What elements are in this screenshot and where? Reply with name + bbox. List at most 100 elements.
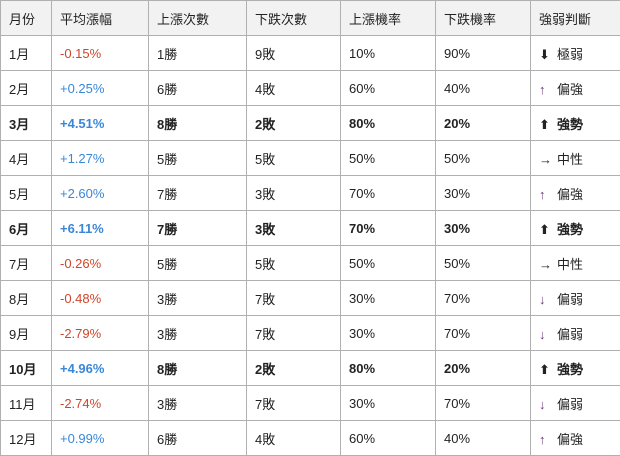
down-rate-cell: 50% bbox=[436, 141, 531, 176]
up-rate-cell: 70% bbox=[341, 176, 436, 211]
trend-arrow-icon: ↑ bbox=[539, 82, 553, 97]
up-rate-cell: 10% bbox=[341, 36, 436, 71]
down-count-cell: 3敗 bbox=[247, 176, 341, 211]
judgement-cell: ↑偏強 bbox=[531, 176, 620, 211]
judgement-cell: ⬆強勢 bbox=[531, 211, 620, 246]
column-header: 強弱判斷 bbox=[531, 1, 620, 36]
down-count-cell: 9敗 bbox=[247, 36, 341, 71]
down-rate-cell: 30% bbox=[436, 176, 531, 211]
down-rate-cell: 70% bbox=[436, 386, 531, 421]
up-count-cell: 6勝 bbox=[149, 421, 247, 456]
down-rate-cell: 70% bbox=[436, 281, 531, 316]
up-rate-cell: 80% bbox=[341, 351, 436, 386]
judgement-cell: ↓偏弱 bbox=[531, 281, 620, 316]
up-count-cell: 5勝 bbox=[149, 246, 247, 281]
judgement-label: 中性 bbox=[557, 152, 583, 167]
judgement-label: 強勢 bbox=[557, 222, 583, 237]
up-rate-cell: 60% bbox=[341, 71, 436, 106]
up-count-cell: 8勝 bbox=[149, 351, 247, 386]
down-rate-cell: 30% bbox=[436, 211, 531, 246]
judgement-cell: ⬇ 極弱 bbox=[531, 36, 620, 71]
month-cell: 2月 bbox=[1, 71, 52, 106]
column-header: 月份 bbox=[1, 1, 52, 36]
down-count-cell: 4敗 bbox=[247, 421, 341, 456]
avg-change-cell: -0.48% bbox=[52, 281, 149, 316]
up-count-cell: 6勝 bbox=[149, 71, 247, 106]
down-rate-cell: 40% bbox=[436, 71, 531, 106]
down-rate-cell: 50% bbox=[436, 246, 531, 281]
column-header: 平均漲幅 bbox=[52, 1, 149, 36]
down-rate-cell: 20% bbox=[436, 351, 531, 386]
up-count-cell: 3勝 bbox=[149, 316, 247, 351]
trend-arrow-icon: → bbox=[539, 257, 553, 272]
judgement-label: 強勢 bbox=[557, 362, 583, 377]
avg-change-cell: -2.79% bbox=[52, 316, 149, 351]
column-header: 上漲機率 bbox=[341, 1, 436, 36]
up-rate-cell: 80% bbox=[341, 106, 436, 141]
up-rate-cell: 60% bbox=[341, 421, 436, 456]
trend-arrow-icon: ↑ bbox=[539, 432, 553, 447]
judgement-cell: ↑偏強 bbox=[531, 71, 620, 106]
up-rate-cell: 50% bbox=[341, 246, 436, 281]
up-count-cell: 7勝 bbox=[149, 211, 247, 246]
judgement-label: 偏強 bbox=[557, 432, 583, 447]
judgement-label: 偏強 bbox=[557, 187, 583, 202]
trend-arrow-icon: ↓ bbox=[539, 292, 553, 307]
trend-arrow-icon: ⬇ bbox=[539, 47, 553, 63]
up-rate-cell: 30% bbox=[341, 316, 436, 351]
up-rate-cell: 70% bbox=[341, 211, 436, 246]
up-count-cell: 3勝 bbox=[149, 386, 247, 421]
down-count-cell: 3敗 bbox=[247, 211, 341, 246]
month-cell: 5月 bbox=[1, 176, 52, 211]
avg-change-cell: +4.96% bbox=[52, 351, 149, 386]
down-rate-cell: 40% bbox=[436, 421, 531, 456]
judgement-cell: → 中性 bbox=[531, 246, 620, 281]
up-count-cell: 1勝 bbox=[149, 36, 247, 71]
month-cell: 6月 bbox=[1, 211, 52, 246]
judgement-cell: ⬆強勢 bbox=[531, 106, 620, 141]
judgement-label: 中性 bbox=[557, 257, 583, 272]
month-cell: 11月 bbox=[1, 386, 52, 421]
down-rate-cell: 90% bbox=[436, 36, 531, 71]
trend-arrow-icon: ⬆ bbox=[539, 362, 553, 378]
avg-change-cell: +6.11% bbox=[52, 211, 149, 246]
month-cell: 10月 bbox=[1, 351, 52, 386]
down-count-cell: 7敗 bbox=[247, 316, 341, 351]
header-row: 月份平均漲幅上漲次數下跌次數上漲機率下跌機率強弱判斷 bbox=[1, 1, 620, 36]
judgement-cell: →中性 bbox=[531, 141, 620, 176]
month-cell: 3月 bbox=[1, 106, 52, 141]
trend-arrow-icon: ↓ bbox=[539, 397, 553, 412]
judgement-label: 偏弱 bbox=[557, 397, 583, 412]
avg-change-cell: +0.25% bbox=[52, 71, 149, 106]
up-count-cell: 8勝 bbox=[149, 106, 247, 141]
column-header: 下跌次數 bbox=[247, 1, 341, 36]
judgement-label: 極弱 bbox=[557, 47, 583, 62]
down-count-cell: 2敗 bbox=[247, 351, 341, 386]
down-count-cell: 7敗 bbox=[247, 281, 341, 316]
down-count-cell: 5敗 bbox=[247, 246, 341, 281]
avg-change-cell: -0.26% bbox=[52, 246, 149, 281]
month-cell: 1月 bbox=[1, 36, 52, 71]
down-count-cell: 7敗 bbox=[247, 386, 341, 421]
down-rate-cell: 20% bbox=[436, 106, 531, 141]
column-header: 上漲次數 bbox=[149, 1, 247, 36]
up-rate-cell: 30% bbox=[341, 281, 436, 316]
avg-change-cell: +4.51% bbox=[52, 106, 149, 141]
judgement-label: 強勢 bbox=[557, 117, 583, 132]
month-cell: 4月 bbox=[1, 141, 52, 176]
up-count-cell: 7勝 bbox=[149, 176, 247, 211]
avg-change-cell: +2.60% bbox=[52, 176, 149, 211]
up-rate-cell: 30% bbox=[341, 386, 436, 421]
month-cell: 8月 bbox=[1, 281, 52, 316]
up-count-cell: 3勝 bbox=[149, 281, 247, 316]
